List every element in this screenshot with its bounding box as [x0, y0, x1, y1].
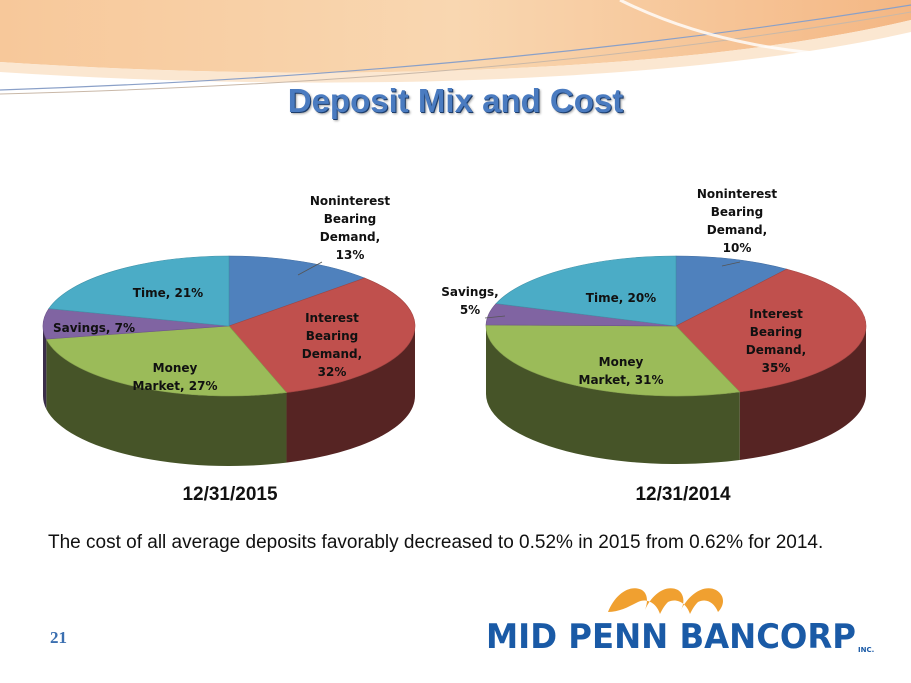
pie-side-savings: [43, 326, 47, 410]
pie-label-interest-bearing-demand: Interest Bearing Demand, 35%: [746, 307, 806, 375]
pie-label-interest-bearing-demand: Interest Bearing Demand, 32%: [302, 311, 362, 379]
pie-side-walls: [486, 326, 866, 465]
page-number: 21: [50, 628, 67, 647]
header-swoosh: [0, 0, 911, 95]
pie-slice-money-market: [45, 325, 288, 397]
svg-text:INC.: INC.: [858, 646, 874, 654]
pie-label-money-market: Money Market, 31%: [579, 355, 664, 387]
leader-line-noninterest: [721, 261, 741, 267]
pie-side-money-market: [46, 339, 287, 466]
slide-title: Deposit Mix and Cost: [287, 82, 624, 119]
pie-side-interest-bearing-demand: [739, 326, 866, 460]
pie-slice-interest-bearing-demand: [675, 268, 867, 393]
mid-penn-bancorp-logo: MID PENN BANCORP INC.: [486, 588, 874, 657]
pie-slice-time: [495, 255, 677, 327]
pie-slice-money-market: [485, 324, 741, 397]
chart-title-2014: 12/31/2014: [635, 484, 731, 505]
pie-slice-interest-bearing-demand: [228, 277, 416, 393]
cost-summary-text: The cost of all average deposits favorab…: [48, 532, 824, 553]
chart-title-2015: 12/31/2015: [182, 484, 278, 505]
leader-line-savings: [484, 315, 506, 319]
pie-label-savings: Savings, 5%: [441, 285, 499, 317]
pie-label-noninterest-bearing-demand: Noninterest Bearing Demand, 10%: [697, 187, 778, 255]
pie-label-noninterest-bearing-demand: Noninterest Bearing Demand, 13%: [310, 194, 391, 262]
pie-side-walls: [43, 326, 415, 466]
pie-label-time: Time, 21%: [133, 286, 203, 300]
pie-chart-2015: Noninterest Bearing Demand, 13% Interest Bear…: [42, 194, 416, 466]
svg-text:MID PENN BANCORP: MID PENN BANCORP: [486, 617, 856, 657]
pie-chart-2014: Noninterest Bearing Demand, 10% Interest Bear…: [441, 187, 867, 465]
pie-side-money-market: [486, 326, 740, 465]
pie-slice-noninterest-bearing-demand: [675, 255, 788, 327]
leader-line-noninterest: [297, 261, 323, 276]
pie-slice-time: [48, 255, 230, 327]
pie-slice-noninterest-bearing-demand: [228, 255, 366, 327]
pie-label-savings: Savings, 7%: [53, 321, 135, 335]
pie-side-interest-bearing-demand: [286, 326, 415, 463]
pie-label-time: Time, 20%: [586, 291, 656, 305]
pie-label-money-market: Money Market, 27%: [133, 361, 218, 393]
